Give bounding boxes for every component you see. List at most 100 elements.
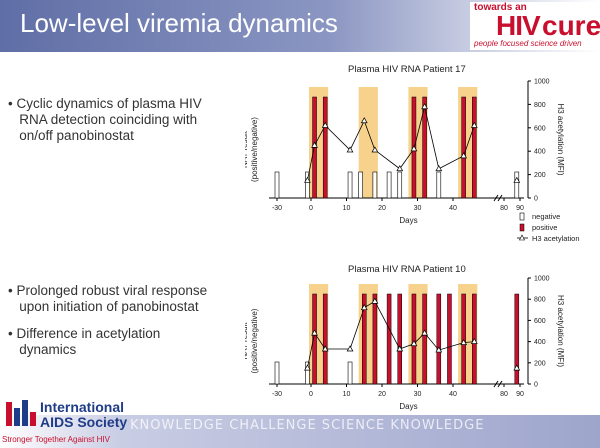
acetylation-point — [396, 165, 404, 172]
acetylation-point — [513, 176, 521, 183]
footer-band — [0, 415, 600, 448]
x-tick-label: 10 — [343, 205, 351, 212]
y2-tick-label: 0 — [534, 196, 538, 203]
nat-positive-bar — [312, 293, 317, 385]
nat-positive-bar — [322, 293, 328, 385]
acetylation-point — [371, 146, 379, 153]
x-axis-label: Days — [399, 402, 417, 411]
acetylation-point — [346, 345, 354, 352]
bullet-line: on/off panobinostat — [19, 128, 134, 143]
chart-patient-17: -30 0 10 20 30 40 80 90 Days 0 200 400 600 800 1000 H3 … — [245, 79, 580, 244]
acetylation-point — [435, 346, 443, 353]
nat-negative-bar — [305, 171, 310, 199]
slide-title: Low-level viremia dynamics — [20, 8, 338, 38]
acetylation-point — [421, 329, 428, 336]
acetylation-point — [360, 117, 368, 124]
y-axis-label: NAT result — [245, 130, 249, 168]
acetylation-point — [304, 176, 311, 183]
chart-patient-10: -30 0 10 20 30 40 80 90 Days 0 200 400 600 800 1000 H3 … — [245, 276, 565, 412]
acetylation-point — [321, 345, 329, 352]
logo-top-text: towards an — [474, 2, 527, 13]
logo-hiv-text: HIV — [496, 10, 541, 41]
bullet-line: Difference in acetylation — [16, 326, 161, 341]
acetylation-point — [311, 141, 318, 148]
legend-acetylation-marker — [519, 234, 525, 241]
x-tick-label: 0 — [309, 205, 313, 212]
legend-acetylation-label: H3 acetylation — [532, 234, 580, 243]
acetylation-point — [346, 146, 354, 153]
x-tick-label: 90 — [516, 205, 524, 212]
x-tick-label: 20 — [378, 205, 386, 212]
acetylation-point — [321, 121, 329, 128]
nat-negative-bar — [386, 171, 392, 199]
acetylation-point — [304, 364, 311, 371]
ias-name-line1: International — [40, 399, 125, 415]
acetylation-point — [435, 165, 443, 172]
acetylation-point — [410, 340, 418, 347]
nat-positive-bar — [514, 293, 520, 385]
nat-positive-bar — [422, 96, 427, 199]
nat-positive-bar — [422, 293, 427, 385]
acetylation-point — [470, 121, 478, 128]
y2-axis-label: H3 acetylation (MFI) — [556, 295, 565, 367]
nat-negative-bar — [347, 361, 353, 385]
nat-positive-bar — [472, 96, 477, 199]
nat-positive-bar — [397, 293, 402, 385]
y2-tick-label: 600 — [534, 125, 546, 132]
x-tick-label: -30 — [272, 205, 282, 212]
nat-negative-bar — [274, 171, 280, 199]
nat-negative-bar — [274, 361, 280, 385]
x-tick-label: 10 — [343, 391, 351, 398]
x-tick-label: 90 — [516, 391, 524, 398]
nat-negative-bar — [347, 171, 353, 199]
nat-positive-bar — [322, 96, 328, 199]
ias-tagline: Stronger Together Against HIV — [2, 435, 110, 444]
nat-positive-bar — [447, 293, 452, 385]
bullet-prolonged-response: • Prolonged robust viral response upon i… — [8, 283, 208, 314]
acetylation-point — [460, 338, 468, 346]
acetylation-point — [396, 345, 404, 352]
acetylation-point — [513, 364, 521, 371]
chart-title-patient-10: Plasma HIV RNA Patient 10 — [348, 264, 466, 275]
ias-name: International AIDS Society — [40, 400, 127, 430]
acetylation-point — [421, 103, 428, 110]
y2-tick-label: 600 — [534, 318, 546, 325]
bullet-cyclic-dynamics: • Cyclic dynamics of plasma HIV RNA dete… — [8, 96, 202, 143]
ias-name-line2: AIDS Society — [40, 414, 128, 430]
bullet-line: dynamics — [19, 342, 77, 357]
nat-negative-bar — [514, 171, 520, 199]
bullet-acetylation-difference: • Difference in acetylation dynamics — [8, 326, 161, 357]
legend-negative-label: negative — [532, 212, 560, 221]
x-tick-label: 20 — [378, 391, 386, 398]
y2-axis-label: H3 acetylation (MFI) — [556, 103, 565, 175]
acetylation-point — [311, 329, 318, 336]
nat-negative-bar — [436, 171, 442, 199]
legend-negative-swatch — [519, 212, 525, 221]
x-tick-label: 0 — [309, 391, 313, 398]
y2-tick-label: 800 — [534, 297, 546, 304]
nat-negative-bar — [397, 171, 403, 199]
legend-positive-label: positive — [532, 223, 557, 232]
bullet-line: upon initiation of panobinostat — [19, 299, 199, 314]
x-tick-label: 30 — [414, 205, 422, 212]
acetylation-point — [460, 152, 468, 159]
ias-logo-icon — [6, 400, 36, 426]
footer-band-text: KNOWLEDGE CHALLENGE SCIENCE KNOWLEDGE — [130, 418, 485, 433]
x-tick-label: -30 — [272, 391, 282, 398]
x-tick-label: 80 — [500, 205, 508, 212]
nat-positive-bar — [362, 293, 367, 385]
x-tick-label: 80 — [500, 391, 508, 398]
y-axis-label: NAT result — [245, 322, 249, 360]
acetylation-line — [307, 106, 475, 181]
nat-negative-bar — [372, 171, 378, 199]
axis-break-mark — [497, 380, 503, 388]
y2-tick-label: 200 — [534, 360, 546, 367]
hiv-cure-logo: towards an HIV cure people focused scien… — [470, 2, 600, 50]
y-axis-label: (positive/negative) — [250, 308, 259, 373]
legend-positive-swatch — [519, 223, 525, 232]
acetylation-point — [470, 337, 478, 344]
nat-positive-bar — [461, 96, 466, 199]
y2-tick-label: 800 — [534, 102, 546, 109]
nat-negative-bar — [358, 171, 363, 199]
acetylation-point — [360, 303, 368, 311]
